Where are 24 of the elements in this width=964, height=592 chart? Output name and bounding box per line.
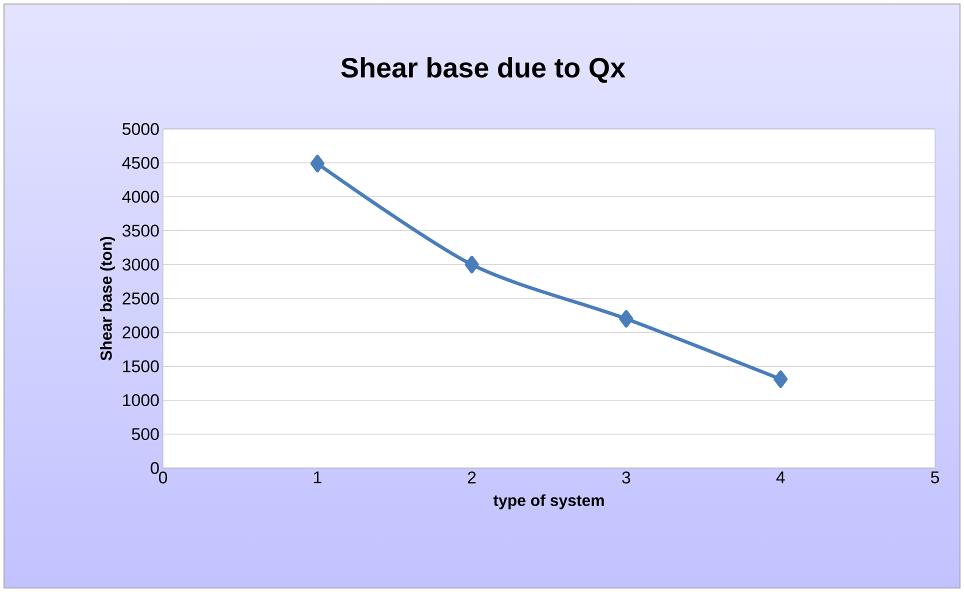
x-tick-label: 3: [622, 472, 630, 484]
y-tick-label: 1500: [123, 360, 159, 372]
y-tick-label: 5000: [122, 122, 159, 135]
x-tick-label: 2: [468, 472, 476, 484]
x-tick-label: 1: [314, 472, 322, 484]
y-tick-label: 4500: [122, 156, 159, 169]
y-tick-label: 3000: [122, 258, 159, 271]
x-tick-label: 0: [158, 472, 168, 484]
y-tick-label: 0: [150, 462, 159, 474]
x-tick-label: 5: [930, 472, 940, 484]
y-tick-label: 4000: [122, 190, 159, 203]
point: [464, 256, 479, 274]
y-tick-label: 2500: [122, 292, 159, 304]
y-tick-label: 1000: [123, 394, 159, 406]
y-tick-label: 3500: [122, 224, 159, 237]
x-tick-label: 4: [776, 472, 785, 484]
y-tick-label: 500: [132, 428, 159, 440]
y-tick-label: 2000: [122, 326, 159, 338]
point: [310, 154, 324, 172]
chart-title: Shear base due to Qx: [341, 57, 626, 83]
point: [774, 370, 788, 388]
x-axis-title: type of system: [493, 494, 604, 510]
y-axis-title: Shear base (ton): [100, 236, 115, 360]
point: [619, 310, 634, 328]
